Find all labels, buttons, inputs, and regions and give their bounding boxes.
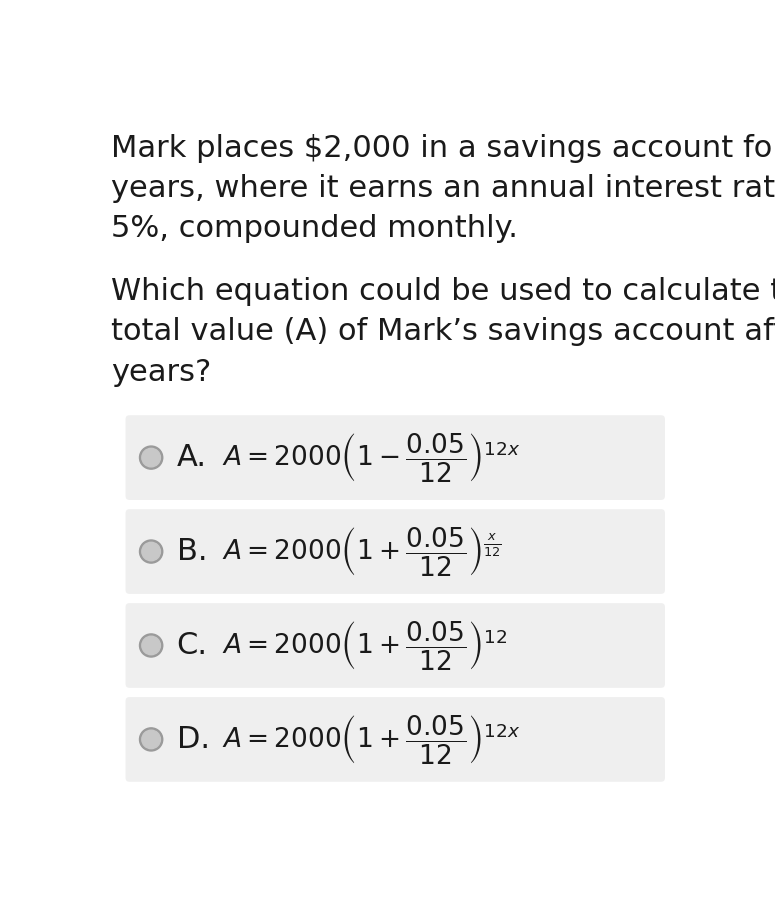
- FancyBboxPatch shape: [126, 603, 665, 687]
- FancyBboxPatch shape: [126, 697, 665, 782]
- Circle shape: [140, 728, 163, 751]
- Circle shape: [142, 730, 160, 749]
- FancyBboxPatch shape: [126, 509, 665, 593]
- FancyBboxPatch shape: [126, 415, 665, 500]
- Text: years, where it earns an annual interest rate of: years, where it earns an annual interest…: [111, 174, 775, 204]
- Text: C.: C.: [177, 631, 208, 660]
- Text: A.: A.: [177, 443, 207, 472]
- Text: Which equation could be used to calculate the: Which equation could be used to calculat…: [111, 278, 775, 307]
- Circle shape: [142, 448, 160, 467]
- Text: Mark places $2,000 in a savings account for ​x: Mark places $2,000 in a savings account …: [111, 134, 775, 163]
- Text: D.: D.: [177, 725, 210, 754]
- Text: years?: years?: [111, 358, 211, 386]
- Circle shape: [142, 542, 160, 561]
- Text: $\mathit{A}=2000\left(1-\dfrac{0.05}{12}\right)^{12x}$: $\mathit{A}=2000\left(1-\dfrac{0.05}{12}…: [222, 431, 521, 484]
- Circle shape: [140, 446, 163, 469]
- Circle shape: [142, 636, 160, 655]
- Text: B.: B.: [177, 537, 207, 566]
- Text: 5%, compounded monthly.: 5%, compounded monthly.: [111, 215, 518, 243]
- Text: $\mathit{A}=2000\left(1+\dfrac{0.05}{12}\right)^{12}$: $\mathit{A}=2000\left(1+\dfrac{0.05}{12}…: [222, 619, 508, 672]
- Text: $\mathit{A}=2000\left(1+\dfrac{0.05}{12}\right)^{12x}$: $\mathit{A}=2000\left(1+\dfrac{0.05}{12}…: [222, 713, 521, 766]
- Circle shape: [140, 540, 163, 563]
- Text: total value (​A​) of Mark’s savings account after ​x: total value (​A​) of Mark’s savings acco…: [111, 318, 775, 346]
- Text: $\mathit{A}=2000\left(1+\dfrac{0.05}{12}\right)^{\frac{x}{12}}$: $\mathit{A}=2000\left(1+\dfrac{0.05}{12}…: [222, 525, 502, 578]
- Circle shape: [140, 634, 163, 657]
